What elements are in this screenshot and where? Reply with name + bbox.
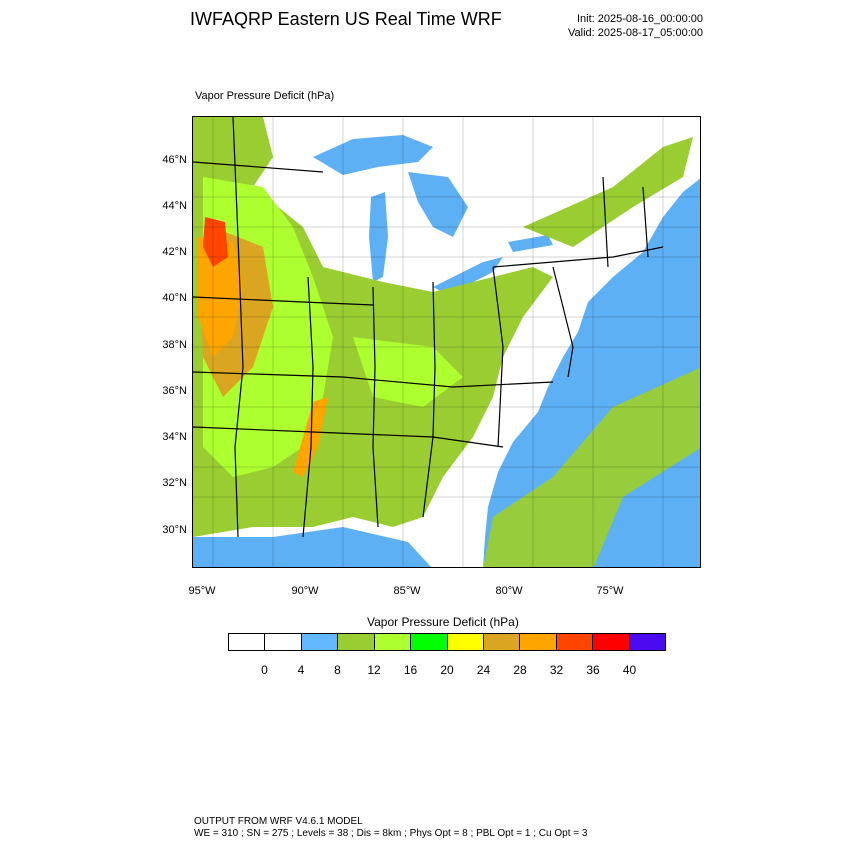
colorbar-swatch [374,634,412,650]
map-title: IWFAQRP Eastern US Real Time WRF [190,9,502,29]
lat-label: 46°N [162,154,187,166]
gulf-coast-water [193,527,432,567]
colorbar-swatch [447,634,484,650]
lake-ontario [508,235,553,252]
footer-model: OUTPUT FROM WRF V4.6.1 MODEL [194,816,363,827]
lake-erie [433,257,503,295]
colorbar-swatch [520,634,557,650]
lat-label: 30°N [162,524,187,536]
map-panel [192,116,701,568]
lon-label: 80°W [495,585,523,597]
colorbar-label: 36 [586,663,600,677]
colorbar-label: 20 [440,663,454,677]
vpd-green-dark-atlantic [483,367,700,567]
lake-huron [408,172,468,237]
colorbar-label: 16 [403,663,418,677]
lat-label: 40°N [162,292,187,304]
lat-label: 42°N [162,246,187,258]
colorbar-label: 0 [261,663,268,677]
lon-label: 85°W [393,585,421,597]
colorbar-label: 32 [549,663,564,677]
lake-michigan [369,192,388,282]
colorbar-label: 40 [622,663,637,677]
colorbar-swatch [411,634,448,650]
colorbar-title: Vapor Pressure Deficit (hPa) [367,615,519,629]
colorbar-swatch [265,634,302,650]
vpd-green-light-east [353,337,463,407]
vpd-orange-region [198,237,243,357]
colorbar-swatch [629,634,666,650]
field-label: Vapor Pressure Deficit (hPa) [195,90,335,102]
lon-label: 95°W [188,585,216,597]
map-graphic [193,117,700,567]
lat-label: 34°N [162,431,187,443]
init-time: Init: 2025-08-16_00:00:00 [577,13,703,25]
colorbar [228,633,666,651]
colorbar-swatch [483,634,521,650]
colorbar-label: 8 [334,663,341,677]
lat-label: 44°N [162,200,187,212]
lat-label: 38°N [162,339,187,351]
colorbar-swatch [556,634,594,650]
vpd-green-dark-northeast [523,137,693,247]
colorbar-swatch [301,634,339,650]
valid-time: Valid: 2025-08-17_05:00:00 [568,27,703,39]
colorbar-swatch [593,634,630,650]
lat-label: 36°N [162,385,187,397]
colorbar-label: 4 [297,663,305,677]
vpd-red-region [203,217,228,267]
colorbar-label: 28 [513,663,527,677]
lat-label: 32°N [162,477,187,489]
footer-settings: WE = 310 ; SN = 275 ; Levels = 38 ; Dis … [194,828,588,839]
lon-label: 90°W [291,585,319,597]
colorbar-swatch [229,634,266,650]
colorbar-swatch [338,634,375,650]
lon-label: 75°W [596,585,624,597]
colorbar-label: 12 [367,663,381,677]
colorbar-label: 24 [476,663,491,677]
county-lines [193,117,700,567]
vpd-orange-streak [293,397,328,477]
